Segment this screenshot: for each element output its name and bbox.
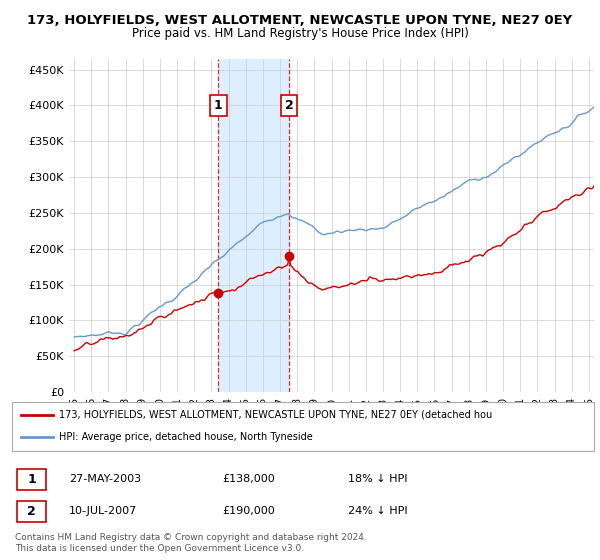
Text: 18% ↓ HPI: 18% ↓ HPI xyxy=(348,474,407,484)
Text: 1: 1 xyxy=(214,99,223,112)
Bar xyxy=(218,59,289,392)
FancyBboxPatch shape xyxy=(17,501,46,522)
Text: 173, HOLYFIELDS, WEST ALLOTMENT, NEWCASTLE UPON TYNE, NE27 0EY: 173, HOLYFIELDS, WEST ALLOTMENT, NEWCAST… xyxy=(28,14,572,27)
Text: 1: 1 xyxy=(27,473,36,486)
Text: 2: 2 xyxy=(285,99,293,112)
Text: £190,000: £190,000 xyxy=(222,506,275,516)
FancyBboxPatch shape xyxy=(17,469,46,490)
Text: 2: 2 xyxy=(27,505,36,519)
Text: 10-JUL-2007: 10-JUL-2007 xyxy=(69,506,137,516)
FancyBboxPatch shape xyxy=(12,402,594,451)
Text: £138,000: £138,000 xyxy=(222,474,275,484)
Text: 173, HOLYFIELDS, WEST ALLOTMENT, NEWCASTLE UPON TYNE, NE27 0EY (detached hou: 173, HOLYFIELDS, WEST ALLOTMENT, NEWCAST… xyxy=(59,410,492,420)
Text: HPI: Average price, detached house, North Tyneside: HPI: Average price, detached house, Nort… xyxy=(59,432,313,442)
Text: 24% ↓ HPI: 24% ↓ HPI xyxy=(348,506,407,516)
Text: Contains HM Land Registry data © Crown copyright and database right 2024.
This d: Contains HM Land Registry data © Crown c… xyxy=(15,533,367,553)
Text: Price paid vs. HM Land Registry's House Price Index (HPI): Price paid vs. HM Land Registry's House … xyxy=(131,27,469,40)
Text: 27-MAY-2003: 27-MAY-2003 xyxy=(69,474,141,484)
